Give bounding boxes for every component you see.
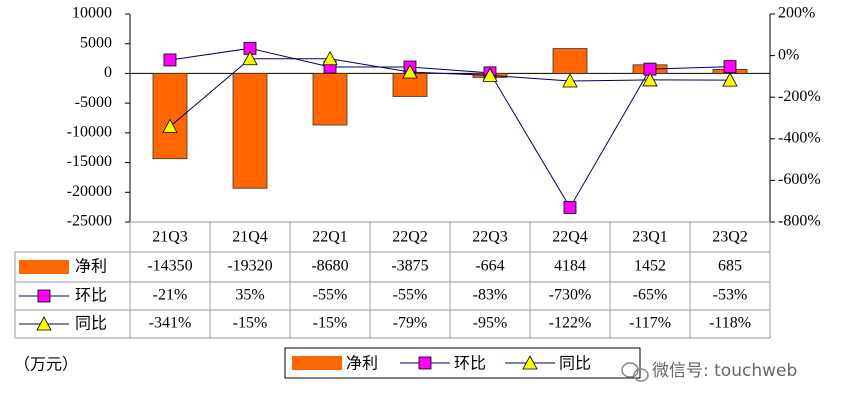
table-cell: -83%	[473, 287, 508, 304]
y2-tick-label: -400%	[778, 129, 821, 146]
table-cell: -79%	[393, 315, 428, 332]
marker	[322, 50, 338, 66]
table-cell: -8680	[311, 258, 348, 275]
table-cell: -21%	[153, 287, 188, 304]
y2-tick-label: -600%	[778, 171, 821, 188]
marker	[563, 201, 577, 214]
table-cell: -122%	[549, 315, 592, 332]
table-cell: 1452	[634, 258, 666, 275]
table-cell: -55%	[313, 287, 348, 304]
table-cell: -15%	[313, 315, 348, 332]
table-cell: -55%	[393, 287, 428, 304]
y2-tick-label: 0%	[778, 46, 799, 63]
table-cell: -664	[475, 258, 504, 275]
table-cell: -3875	[391, 258, 428, 275]
line	[169, 47, 731, 209]
category-label: 22Q3	[472, 229, 508, 246]
bar	[312, 73, 348, 126]
table-cell: -15%	[233, 315, 268, 332]
y-tick-label: -15000	[67, 153, 112, 170]
watermark-icon	[621, 362, 649, 382]
legend-key	[292, 356, 342, 370]
table-cell: -730%	[549, 287, 592, 304]
table-cell: -53%	[713, 287, 748, 304]
bar	[152, 73, 188, 160]
table-legend-key	[36, 316, 52, 331]
y-tick-label: -25000	[67, 213, 112, 230]
table-legend-key	[19, 260, 69, 274]
y-tick-label: -20000	[67, 183, 112, 200]
table-cell: 685	[718, 258, 742, 275]
y-tick-label: 10000	[72, 5, 112, 22]
bar	[232, 73, 268, 189]
legend-key	[418, 356, 432, 370]
legend-box	[284, 347, 641, 379]
marker	[642, 72, 658, 87]
marker	[162, 118, 178, 133]
y-tick-label: 0	[104, 64, 112, 81]
marker	[402, 64, 418, 79]
marker	[722, 72, 738, 87]
legend-label: 同比	[559, 354, 591, 373]
category-label: 23Q1	[632, 229, 668, 246]
bar	[552, 48, 588, 74]
line	[169, 58, 731, 127]
table-cell: -65%	[633, 287, 668, 304]
table-cell: -117%	[629, 315, 671, 332]
table-cell: 35%	[235, 287, 264, 304]
watermark: 微信号: touchweb	[652, 361, 797, 381]
y2-tick-label: -800%	[778, 213, 821, 230]
marker	[482, 67, 498, 82]
marker	[562, 73, 578, 88]
category-label: 22Q4	[552, 229, 588, 246]
y-tick-label: -10000	[67, 124, 112, 141]
y2-tick-label: 200%	[778, 5, 815, 22]
y2-tick-label: -200%	[778, 88, 821, 105]
category-label: 22Q1	[312, 229, 348, 246]
table-row-label: 环比	[75, 286, 107, 305]
legend-label: 净利	[346, 354, 378, 373]
unit-label: （万元）	[14, 356, 78, 374]
table-cell: 4184	[554, 258, 586, 275]
table-cell: -19320	[227, 258, 272, 275]
marker	[723, 60, 737, 74]
category-label: 21Q4	[232, 229, 268, 246]
category-label: 21Q3	[152, 229, 188, 246]
category-label: 23Q2	[712, 229, 748, 246]
y-tick-label: -5000	[75, 94, 112, 111]
legend-key	[522, 355, 538, 370]
table-legend-key	[37, 289, 51, 303]
table-row-label: 净利	[75, 257, 107, 276]
marker	[163, 53, 177, 67]
category-label: 22Q2	[392, 229, 428, 246]
y-tick-label: 5000	[80, 34, 112, 51]
table-row-label: 同比	[75, 314, 107, 333]
table-cell: -95%	[473, 315, 508, 332]
table-cell: -14350	[147, 258, 192, 275]
marker	[242, 50, 258, 66]
legend-label: 环比	[454, 354, 486, 373]
table-cell: -118%	[709, 315, 751, 332]
table-cell: -341%	[149, 315, 192, 332]
